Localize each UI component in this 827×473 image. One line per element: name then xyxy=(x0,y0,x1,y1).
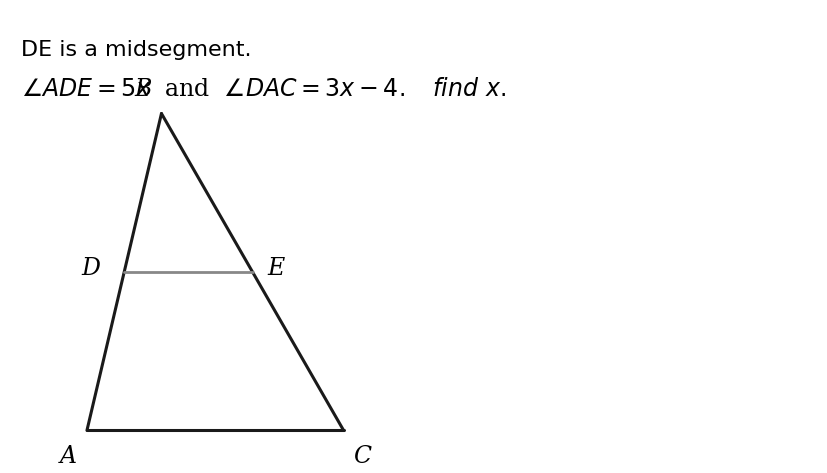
Text: C: C xyxy=(352,445,370,468)
Text: E: E xyxy=(267,257,284,280)
Text: $\angle ADE = 5x$  and  $\angle DAC = 3x - 4.$   $\mathit{find}\ x.$: $\angle ADE = 5x$ and $\angle DAC = 3x -… xyxy=(21,78,505,101)
Text: D: D xyxy=(82,257,100,280)
Text: A: A xyxy=(60,445,77,468)
Text: B: B xyxy=(135,79,151,101)
Text: DE is a midsegment.: DE is a midsegment. xyxy=(21,40,251,60)
